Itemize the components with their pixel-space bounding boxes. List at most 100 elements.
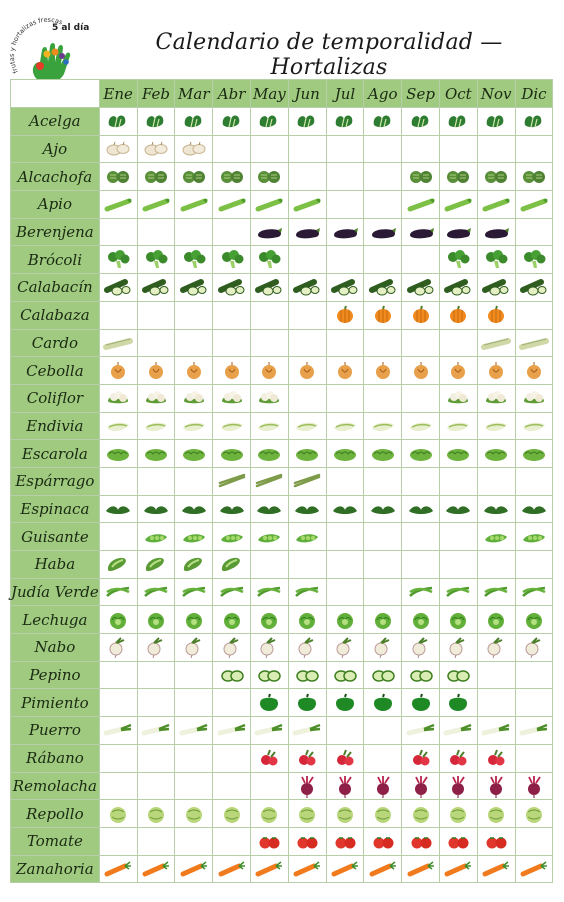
escarole-icon (175, 442, 212, 466)
month-cell (514, 550, 554, 579)
month-cell (514, 439, 554, 468)
month-cell (174, 300, 214, 330)
table-row: Espárrago (10, 466, 554, 496)
pepper-icon (440, 691, 477, 715)
month-cell (249, 466, 289, 496)
broccoli-icon (478, 248, 515, 272)
month-cell (438, 743, 478, 773)
month-cell (212, 577, 251, 607)
turnip-icon (213, 635, 250, 659)
month-cell (514, 522, 554, 551)
spinach-icon (251, 497, 288, 521)
onion-icon (440, 359, 477, 383)
table-row: Escarola (10, 439, 554, 468)
endive-icon (175, 414, 212, 438)
month-cell (325, 245, 365, 275)
month-cell (174, 522, 214, 551)
celery-icon (516, 192, 553, 216)
month-cell (363, 190, 403, 219)
tomato-icon (289, 829, 326, 853)
month-cell (212, 466, 251, 496)
month-cell (98, 190, 138, 219)
table-row: Acelga (10, 107, 554, 136)
green-bean-icon (516, 580, 553, 604)
zucchini-icon (478, 275, 515, 299)
month-cell (212, 383, 251, 413)
month-cell (98, 688, 138, 718)
month-cell (476, 716, 516, 745)
month-cell (136, 688, 176, 718)
month-cell (287, 854, 327, 884)
month-cell (287, 383, 327, 413)
table-row: Cardo (10, 328, 554, 358)
month-cell (98, 134, 138, 164)
month-cell (249, 162, 289, 192)
table-row: Puerro (10, 716, 554, 745)
month-cell (438, 107, 478, 136)
month-cell (249, 688, 289, 718)
table-row: Zanahoria (10, 854, 554, 884)
zucchini-icon (289, 275, 326, 299)
month-cell (401, 383, 440, 413)
cucumber-icon (440, 663, 477, 687)
month-cell (174, 107, 214, 136)
endive-icon (440, 414, 477, 438)
month-cell (325, 550, 365, 579)
month-cell (476, 190, 516, 219)
leek-icon (440, 718, 477, 742)
table-row: Pepino (10, 660, 554, 690)
garlic-icon (175, 137, 212, 161)
month-cell (212, 439, 251, 468)
month-cell (249, 660, 289, 690)
carrot-icon (251, 857, 288, 881)
month-cell (514, 633, 554, 662)
month-cell (363, 771, 403, 801)
table-row: Alcachofa (10, 162, 554, 192)
vegetable-name: Pimiento (10, 688, 100, 718)
month-cell (401, 854, 440, 884)
month-cell (514, 162, 554, 192)
turnip-icon (327, 635, 364, 659)
carrot-icon (327, 857, 364, 881)
radish-icon (478, 746, 515, 770)
month-cell (401, 826, 440, 856)
escarole-icon (440, 442, 477, 466)
month-cell (363, 550, 403, 579)
artichoke-icon (516, 165, 553, 189)
cardoon-icon (516, 331, 553, 355)
month-cell (136, 799, 176, 828)
chard-icon (516, 109, 553, 133)
zucchini-icon (364, 275, 401, 299)
month-cell (514, 716, 554, 745)
spinach-icon (478, 497, 515, 521)
month-cell (136, 107, 176, 136)
month-cell (514, 356, 554, 385)
month-cell (476, 134, 516, 164)
radish-icon (251, 746, 288, 770)
leek-icon (213, 718, 250, 742)
spinach-icon (213, 497, 250, 521)
month-cell (249, 522, 289, 551)
cucumber-icon (327, 663, 364, 687)
month-cell (287, 577, 327, 607)
month-cell (401, 688, 440, 718)
month-cell (249, 494, 289, 524)
cabbage-icon (251, 802, 288, 826)
vegetable-name: Escarola (10, 439, 100, 468)
endive-icon (478, 414, 515, 438)
cardoon-icon (100, 331, 137, 355)
pumpkin-icon (364, 303, 401, 327)
month-cell (174, 660, 214, 690)
month-cell (363, 826, 403, 856)
month-cell (514, 300, 554, 330)
month-cell (249, 217, 289, 247)
vegetable-name: Repollo (10, 799, 100, 828)
month-header-mar: Mar (174, 79, 214, 108)
zucchini-icon (251, 275, 288, 299)
month-cell (325, 660, 365, 690)
month-cell (98, 162, 138, 192)
month-cell (514, 854, 554, 884)
month-cell (476, 162, 516, 192)
month-cell (136, 660, 176, 690)
month-cell (325, 743, 365, 773)
